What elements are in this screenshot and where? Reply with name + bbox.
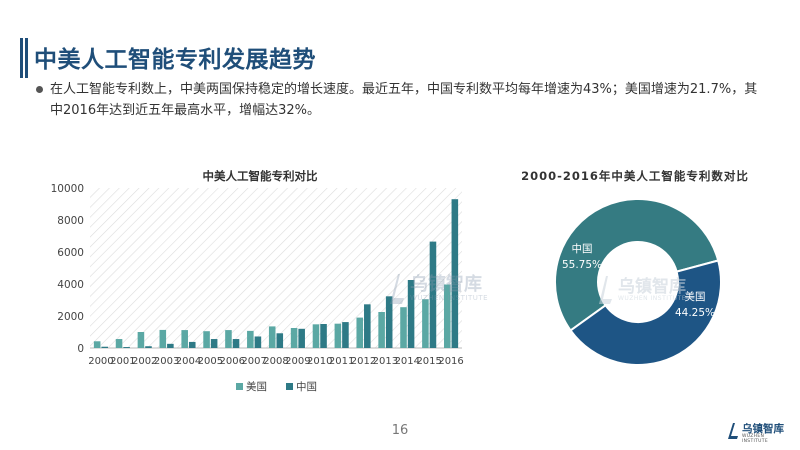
bar-中国-2002 [145,346,152,348]
y-tick-label: 4000 [57,279,84,291]
page-number: 16 [391,423,409,438]
donut-label-name: 美国 [685,290,706,303]
x-tick-label: 2004 [176,356,201,367]
y-tick-label: 6000 [57,247,84,259]
bar-中国-2004 [188,341,196,348]
legend-label: 中国 [296,380,317,393]
page-title: 中美人工智能专利发展趋势 [34,47,316,73]
legend-label: 美国 [246,380,267,393]
legend-swatch [236,383,243,390]
y-tick-label: 8000 [57,215,84,227]
x-tick-label: 2015 [416,356,441,367]
x-tick-label: 2014 [395,356,420,367]
donut-label-name: 中国 [572,242,593,255]
x-tick-label: 2001 [110,356,135,367]
bar-中国-2003 [167,343,174,348]
bar-中国-2011 [342,322,349,348]
bar-美国-2001 [115,339,123,348]
bar-中国-2007 [254,336,262,348]
watermark-logo: 乌镇智库 WUZHEN INSTITUTE [386,262,516,322]
bar-美国-2000 [93,341,101,348]
bar-美国-2013 [378,312,385,348]
footer-logo: 乌镇智库 WUZHEN INSTITUTE [726,420,790,444]
x-tick-label: 2008 [263,356,288,367]
bar-plot-background [90,188,462,348]
donut-slice-美国 [569,259,722,366]
donut-watermark-mark-icon [599,276,612,304]
bullet-text: 在人工智能专利数上，中美两国保持稳定的增长速度。最近五年，中国专利数平均每年增速… [50,82,758,118]
bullet-dot [36,86,43,93]
bar-美国-2007 [247,330,254,348]
x-tick-label: 2016 [438,356,463,367]
bar-美国-2012 [356,317,364,348]
bar-chart: 0200040006000800010000200020012002200320… [51,183,464,393]
donut-slice-中国 [554,198,720,332]
bar-中国-2014 [407,280,415,348]
bar-中国-2001 [123,347,130,348]
x-tick-label: 2013 [373,356,398,367]
logo-mark-icon [728,423,738,439]
x-tick-label: 2012 [351,356,376,367]
bar-中国-2000 [101,346,109,348]
x-tick-label: 2009 [285,356,310,367]
donut-label-value: 55.75% [562,259,602,271]
bar-美国-2002 [137,332,145,348]
bar-中国-2016 [451,199,459,348]
bar-中国-2015 [429,241,437,348]
bar-美国-2004 [181,330,188,348]
x-tick-label: 2002 [132,356,157,367]
bar-中国-2008 [276,333,284,348]
bar-美国-2005 [203,331,210,348]
title-accent-bar [20,38,28,78]
y-tick-label: 0 [77,343,84,355]
bar-美国-2014 [400,307,407,348]
bar-美国-2006 [225,330,232,348]
bar-美国-2008 [268,326,276,348]
donut-chart: 中国 55.75% 美国 44.25% [554,198,722,366]
x-tick-label: 2003 [154,356,179,367]
bar-中国-2013 [385,296,393,348]
bar-美国-2009 [290,328,298,348]
y-tick-label: 10000 [51,183,84,195]
x-tick-label: 2010 [307,356,332,367]
x-tick-label: 2000 [88,356,113,367]
donut-label-value: 44.25% [675,307,715,319]
legend-swatch [286,383,293,390]
x-tick-label: 2006 [220,356,245,367]
bar-中国-2009 [298,328,305,348]
bar-中国-2010 [320,324,327,348]
bar-美国-2011 [334,323,342,348]
bar-美国-2003 [159,329,167,348]
bar-中国-2012 [364,304,371,348]
donut-watermark-logo: 乌镇智库 WUZHEN INSTITUTE [596,268,706,328]
bar-美国-2010 [312,324,320,348]
watermark-mark-icon [390,274,404,304]
x-tick-label: 2011 [329,356,354,367]
y-tick-label: 2000 [57,311,84,323]
bar-chart-title: 中美人工智能专利对比 [202,169,318,183]
bar-美国-2016 [443,284,451,348]
donut-chart-title: 2000-2016年中美人工智能专利数对比 [521,169,749,183]
x-tick-label: 2005 [198,356,223,367]
bar-中国-2006 [232,339,240,348]
x-tick-label: 2007 [241,356,266,367]
bar-中国-2005 [210,339,218,348]
bar-美国-2015 [422,299,429,348]
